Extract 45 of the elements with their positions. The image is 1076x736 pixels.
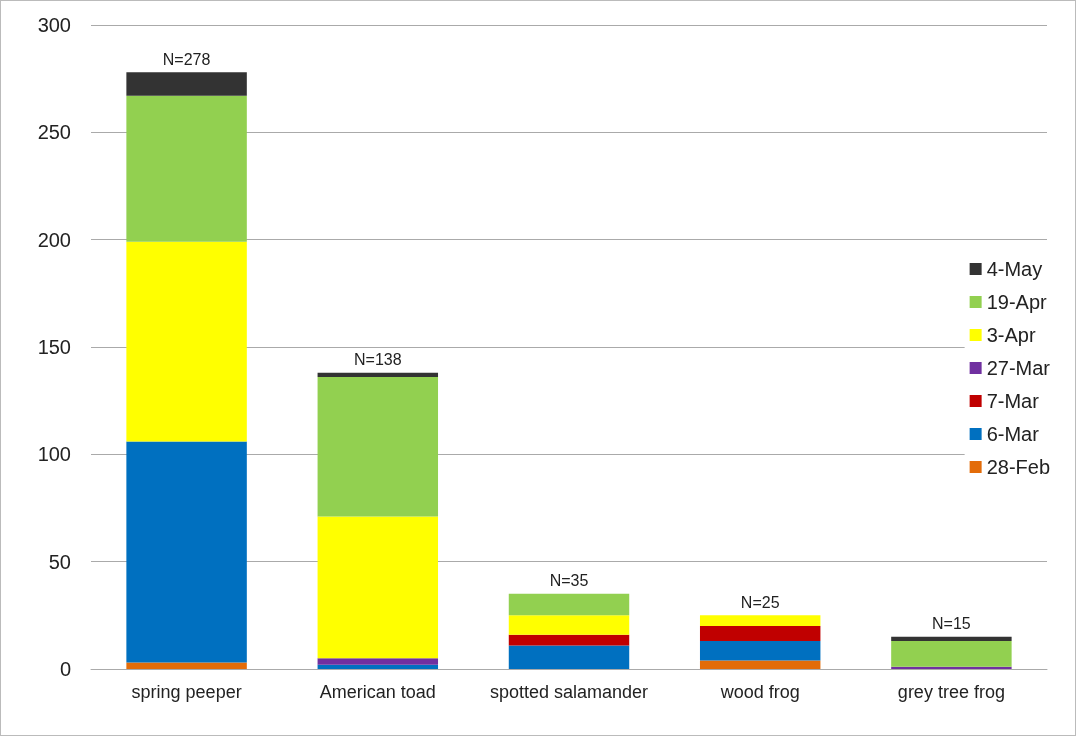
x-tick-label: spring peeper xyxy=(131,682,242,702)
x-tick-label: American toad xyxy=(319,682,436,702)
bar xyxy=(699,626,821,642)
bar xyxy=(126,241,247,442)
y-tick-label: 50 xyxy=(48,550,71,573)
bar xyxy=(126,441,247,663)
legend-label: 28-Feb xyxy=(986,456,1051,478)
bar xyxy=(317,377,439,517)
bar xyxy=(126,662,247,669)
legend-label: 6-Mar xyxy=(986,423,1040,445)
legend-label: 27-Mar xyxy=(986,357,1051,379)
bar xyxy=(508,593,630,616)
legend-label: 3-Apr xyxy=(986,324,1036,346)
bar xyxy=(317,516,439,659)
bar xyxy=(317,664,439,669)
total-label: N=138 xyxy=(354,351,402,369)
bar xyxy=(508,634,630,646)
bar xyxy=(699,615,821,627)
bar xyxy=(317,658,439,665)
y-tick-label: 0 xyxy=(59,658,71,680)
bar xyxy=(126,72,247,96)
bar xyxy=(126,95,247,242)
bar xyxy=(699,641,821,661)
total-label: N=25 xyxy=(740,593,780,611)
total-label: N=15 xyxy=(932,615,971,633)
y-tick-label: 150 xyxy=(37,336,71,358)
y-tick-label: 100 xyxy=(37,443,71,466)
legend-label: 7-Mar xyxy=(986,390,1040,412)
total-label: N=35 xyxy=(549,572,589,590)
y-tick-label: 300 xyxy=(37,14,71,36)
bar xyxy=(317,372,439,378)
bar xyxy=(508,645,630,669)
legend-label: 4-May xyxy=(986,258,1043,280)
bar xyxy=(891,636,1012,642)
y-tick-label: 250 xyxy=(37,121,71,144)
bar xyxy=(891,666,1012,669)
x-tick-label: grey tree frog xyxy=(897,682,1005,702)
total-label: N=278 xyxy=(162,50,211,68)
y-tick-label: 200 xyxy=(37,228,71,251)
bar xyxy=(508,615,630,635)
bar xyxy=(699,660,821,669)
bar xyxy=(891,641,1012,667)
x-tick-label: wood frog xyxy=(719,682,800,702)
x-tick-label: spotted salamander xyxy=(489,682,649,702)
legend-label: 19-Apr xyxy=(986,291,1047,313)
